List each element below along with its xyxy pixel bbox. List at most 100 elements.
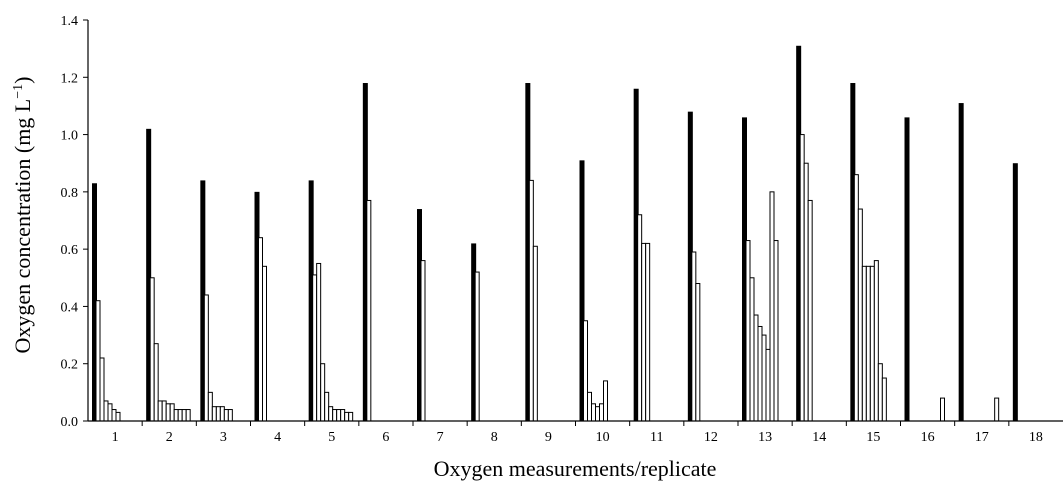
x-tick-label: 11 [650, 430, 663, 445]
bar-subsequent [103, 400, 109, 422]
y-ticks: 0.0 0.2 0.4 0.6 0.8 1.0 1.2 1.4 [61, 14, 88, 430]
y-tick-label: 0.4 [61, 300, 79, 315]
bar-subsequent [219, 406, 225, 422]
y-axis-title-main: Oxygen concentration (mg L [10, 99, 35, 354]
bar-initial [417, 209, 422, 421]
bar-subsequent [215, 406, 221, 422]
bar-subsequent [869, 265, 875, 422]
bar-subsequent [769, 191, 775, 422]
bar-subsequent [223, 409, 229, 422]
x-tick-label: 1 [112, 430, 119, 445]
bar-subsequent [853, 174, 859, 422]
bar-subsequent [599, 403, 604, 422]
bar-initial [904, 117, 910, 421]
bar-subsequent [940, 397, 945, 422]
x-tick-label: 13 [758, 430, 772, 445]
bar-subsequent [173, 409, 179, 422]
bar-subsequent [185, 409, 191, 422]
x-tick-label: 14 [812, 430, 826, 445]
x-tick-label: 8 [491, 430, 498, 445]
bar-subsequent [165, 403, 171, 422]
bars-layer [92, 45, 1018, 422]
bar-subsequent [161, 400, 167, 422]
bar-subsequent [799, 134, 805, 422]
bar-subsequent [332, 409, 338, 422]
y-tick-label: 1.0 [61, 129, 79, 144]
bar-subsequent [177, 409, 183, 422]
bar-subsequent [320, 363, 326, 422]
y-axis-title-close: ) [10, 77, 35, 84]
y-tick-label: 0.2 [61, 358, 79, 373]
bar-subsequent [532, 245, 538, 422]
bar-initial [200, 180, 206, 421]
bar-initial [146, 128, 152, 422]
x-tick-label: 9 [545, 430, 552, 445]
bar-initial [308, 180, 314, 421]
bar-initial [579, 160, 585, 421]
bar-initial [850, 83, 856, 421]
x-tick-label: 15 [866, 430, 880, 445]
x-tick-label: 3 [220, 430, 227, 445]
bar-subsequent [803, 162, 809, 422]
bar-subsequent [258, 237, 263, 422]
y-tick-label: 0.8 [61, 186, 79, 201]
bar-initial [362, 83, 368, 421]
bar-subsequent [157, 400, 163, 422]
bar-subsequent [336, 409, 342, 422]
bar-subsequent [95, 300, 101, 422]
bar-subsequent [420, 260, 426, 422]
bar-subsequent [211, 406, 217, 422]
bar-subsequent [203, 294, 209, 422]
bar-subsequent [344, 411, 350, 422]
x-ticks: 1 2 3 4 5 6 7 8 9 10 11 12 13 14 15 16 17 18 [112, 421, 1043, 445]
bar-subsequent [757, 325, 763, 422]
bar-subsequent [107, 403, 113, 422]
bar-initial [633, 88, 639, 421]
bar-subsequent [153, 343, 159, 422]
axes-layer [87, 20, 1063, 422]
x-axis-title: Oxygen measurements/replicate [434, 456, 717, 481]
bar-initial [254, 191, 260, 421]
bar-initial [471, 243, 477, 421]
bar-subsequent [262, 265, 267, 422]
bar-subsequent [994, 397, 1000, 422]
bar-subsequent [873, 260, 879, 422]
bar-initial [1012, 163, 1018, 421]
bar-subsequent [340, 409, 346, 422]
y-tick-label: 1.2 [61, 71, 79, 86]
bar-initial [742, 117, 747, 421]
bar-subsequent [591, 403, 596, 422]
y-tick-label: 0.6 [61, 243, 79, 258]
bar-initial [958, 103, 964, 422]
y-tick-label: 1.4 [61, 14, 79, 29]
bar-subsequent [877, 363, 883, 422]
x-tick-label: 6 [382, 430, 389, 445]
bar-initial [687, 111, 693, 422]
bar-subsequent [587, 391, 592, 422]
x-tick-label: 10 [596, 430, 610, 445]
bar-subsequent [366, 199, 372, 422]
bar-subsequent [99, 357, 105, 422]
bar-initial [796, 45, 802, 422]
x-tick-label: 5 [328, 430, 335, 445]
bar-subsequent [695, 283, 701, 422]
bar-initial [92, 183, 97, 421]
bar-subsequent [328, 406, 334, 422]
bar-subsequent [207, 391, 213, 422]
bar-subsequent [865, 265, 871, 422]
bar-subsequent [348, 411, 354, 422]
bar-subsequent [641, 242, 647, 422]
bar-subsequent [181, 409, 187, 422]
bar-subsequent [749, 277, 755, 422]
bar-initial [525, 83, 531, 421]
bar-subsequent [807, 199, 813, 422]
bar-subsequent [761, 334, 767, 422]
bar-subsequent [857, 208, 863, 422]
bar-subsequent [637, 214, 643, 422]
bar-subsequent [316, 262, 322, 422]
bar-subsequent [773, 240, 779, 422]
bar-subsequent [881, 377, 887, 422]
y-axis-title-exponent: −1 [11, 84, 26, 99]
bar-subsequent [474, 271, 480, 422]
